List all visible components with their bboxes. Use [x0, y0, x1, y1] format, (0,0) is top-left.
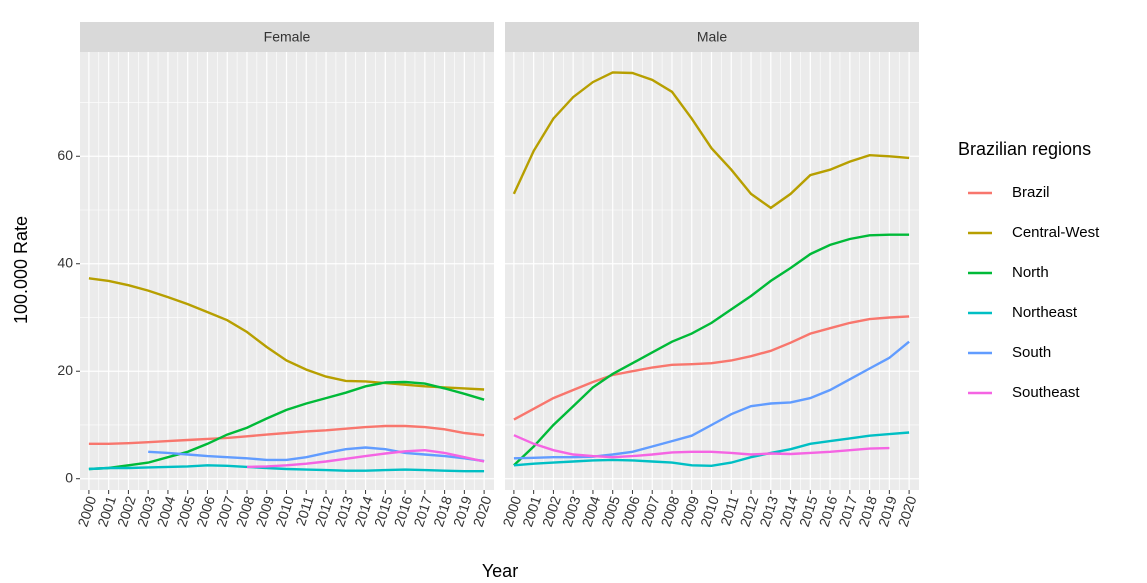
series-line: Central-West — [88, 277, 485, 391]
series-line: Central-West — [512, 71, 910, 210]
panel-title: Male — [697, 29, 728, 45]
y-axis-title: 100.000 Rate — [11, 216, 31, 324]
series-line: Southeast — [246, 448, 485, 469]
strip — [80, 22, 494, 52]
legend-title: Brazilian regions — [958, 139, 1091, 159]
y-tick-label: 0 — [65, 469, 73, 485]
x-axis-title: Year — [482, 561, 518, 581]
series-line: North — [513, 233, 910, 467]
series-line: Southeast — [513, 434, 890, 459]
legend-label: North — [1012, 264, 1049, 281]
strip — [505, 22, 919, 52]
legend-label: Brazil — [1012, 184, 1050, 201]
legend-label: Central-West — [1012, 224, 1100, 241]
legend-label: Southeast — [1012, 384, 1080, 401]
y-tick-label: 60 — [57, 147, 73, 163]
legend-label: Northeast — [1012, 304, 1078, 321]
series-line: South — [513, 340, 910, 460]
series-line: Northeast — [88, 464, 485, 473]
panel-title: Female — [264, 29, 311, 45]
series-line: Brazil — [513, 315, 910, 421]
legend-label: South — [1012, 344, 1051, 361]
y-tick-label: 40 — [57, 254, 73, 270]
series-line: Northeast — [513, 431, 910, 468]
series-line: North — [88, 380, 485, 471]
y-tick-label: 20 — [57, 362, 73, 378]
series-line: Brazil — [88, 424, 485, 445]
series-line: South — [148, 446, 485, 463]
